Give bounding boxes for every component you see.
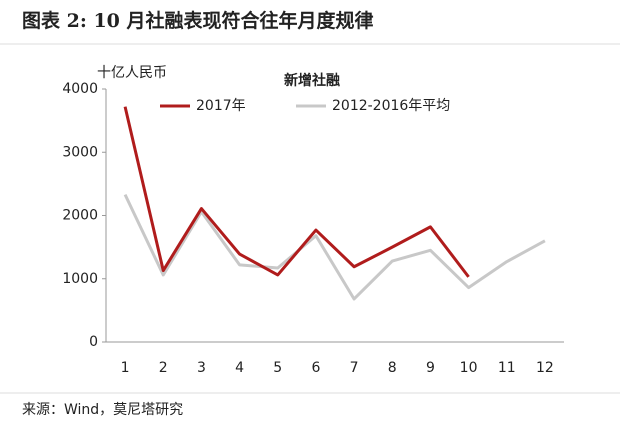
chart-title: 新增社融 bbox=[284, 72, 340, 89]
series-line bbox=[123, 106, 470, 278]
x-tick-label: 4 bbox=[235, 360, 244, 376]
x-tick-label: 6 bbox=[311, 360, 320, 376]
legend-label: 2017年 bbox=[196, 98, 246, 114]
legend-label: 2012-2016年平均 bbox=[332, 98, 450, 114]
y-tick-label: 2000 bbox=[62, 208, 98, 224]
page-title: 图表 2: 10 月社融表现符合往年月度规律 bbox=[22, 9, 374, 32]
x-tick-label: 1 bbox=[121, 360, 130, 376]
y-axis-unit: 十亿人民币 bbox=[97, 65, 167, 81]
x-tick-label: 8 bbox=[388, 360, 397, 376]
y-tick-label: 1000 bbox=[62, 271, 98, 287]
x-tick-label: 5 bbox=[273, 360, 282, 376]
x-tick-label: 2 bbox=[159, 360, 168, 376]
y-tick-label: 3000 bbox=[62, 144, 98, 160]
x-tick-label: 11 bbox=[498, 360, 516, 376]
x-tick-label: 10 bbox=[460, 360, 478, 376]
y-tick-label: 4000 bbox=[62, 81, 98, 97]
x-tick-label: 7 bbox=[350, 360, 359, 376]
y-tick-label: 0 bbox=[89, 334, 98, 350]
series-line bbox=[123, 193, 546, 301]
x-tick-label: 9 bbox=[426, 360, 435, 376]
source: 来源：Wind，莫尼塔研究 bbox=[22, 402, 183, 418]
x-tick-label: 3 bbox=[197, 360, 206, 376]
x-tick-label: 12 bbox=[536, 360, 554, 376]
